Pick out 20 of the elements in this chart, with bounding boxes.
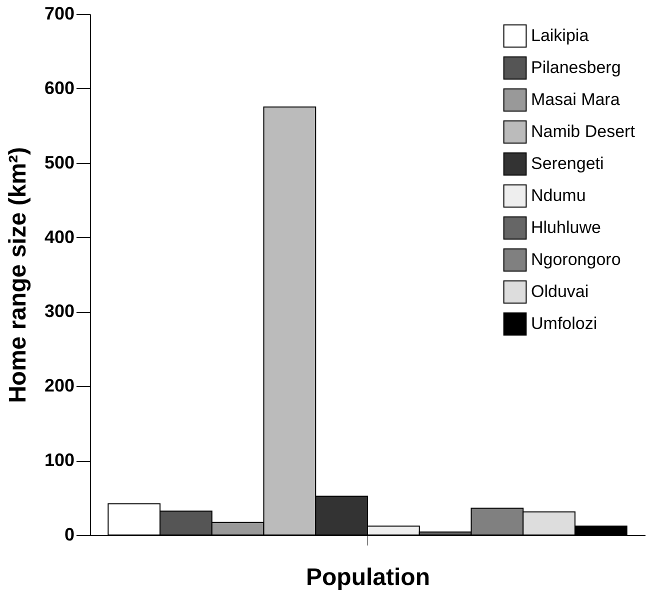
y-tick-label: 500: [44, 152, 74, 172]
y-tick-label: 600: [44, 78, 74, 98]
y-tick-label: 200: [44, 376, 74, 396]
legend-label: Namib Desert: [531, 122, 636, 141]
legend-label: Olduvai: [531, 282, 589, 301]
y-tick-label: 300: [44, 301, 74, 322]
legend-label: Laikipia: [531, 26, 590, 45]
y-tick-label: 100: [44, 450, 74, 470]
x-axis-title: Population: [306, 564, 430, 591]
legend-label: Ndumu: [531, 186, 586, 205]
legend-label: Hluhluwe: [531, 218, 601, 237]
legend-label: Masai Mara: [531, 90, 620, 109]
y-tick-label: 700: [44, 4, 74, 24]
y-tick-label: 0: [64, 524, 74, 544]
y-axis-title: Home range size (km²): [4, 146, 32, 404]
legend-label: Pilanesberg: [531, 58, 621, 77]
legend-label: Ngorongoro: [531, 250, 621, 269]
legend-label: Serengeti: [531, 154, 604, 173]
legend-label: Umfolozi: [531, 314, 598, 333]
y-tick-label: 400: [44, 226, 74, 247]
